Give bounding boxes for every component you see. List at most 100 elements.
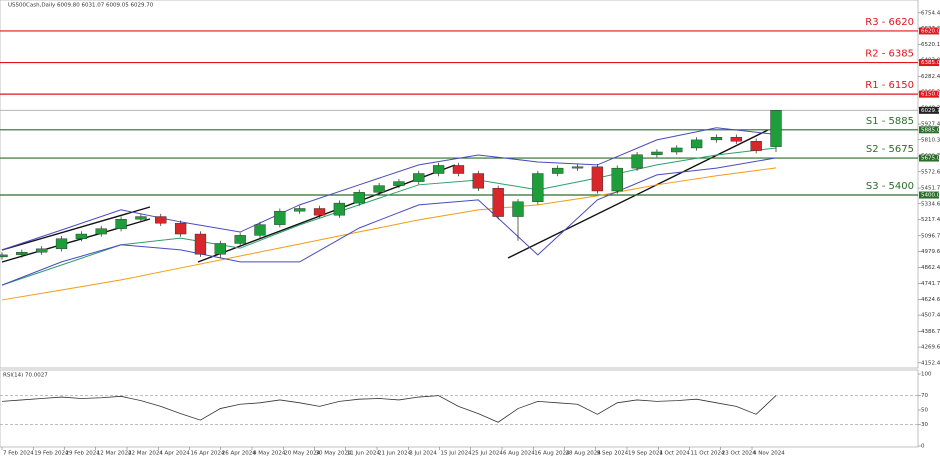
level-tag-box — [919, 27, 939, 35]
candle-body — [16, 251, 28, 256]
candle-body — [770, 110, 782, 147]
x-tick-label: 21 Jun 2024 — [378, 451, 412, 457]
indicator-line — [1, 167, 777, 301]
y-tick-label: 4507.45 — [921, 313, 940, 319]
price-panel — [0, 0, 919, 369]
y-tick-label: 4741.70 — [921, 281, 940, 287]
candle-body — [750, 141, 762, 151]
candle-body — [155, 216, 167, 224]
y-tick-label: 4624.60 — [921, 297, 940, 303]
level-tag: 6385.00 — [921, 60, 940, 66]
x-tick-label: 16 Apr 2024 — [191, 451, 226, 457]
y-tick-label: 5334.60 — [921, 201, 940, 207]
indicator-line — [1, 157, 777, 286]
candle-body — [492, 188, 504, 217]
y-tick-label: 5217.45 — [921, 217, 940, 223]
rsi-y-tick-label: 30 — [921, 422, 928, 428]
y-tick-label: 4269.60 — [921, 345, 940, 351]
level-tag: 5675.00 — [921, 156, 940, 162]
x-tick-label: 9 Sep 2024 — [597, 451, 629, 457]
last-price-tag: 6029.70 — [921, 108, 940, 114]
y-tick-label: 5927.45 — [921, 122, 940, 128]
trend-line — [1, 206, 151, 251]
candle-body — [135, 216, 147, 220]
x-tick-label: 11 Jun 2024 — [347, 451, 381, 457]
candle-body — [274, 210, 286, 225]
candle-body — [710, 136, 723, 141]
x-tick-label: 4 Apr 2024 — [159, 451, 190, 457]
y-tick-label: 4862.45 — [921, 265, 940, 271]
x-tick-label: 16 Aug 2024 — [534, 451, 570, 457]
y-tick-label: 5451.70 — [921, 186, 940, 192]
level-tag-box — [919, 126, 939, 134]
y-tick-label: 6282.45 — [921, 74, 940, 80]
level-label: S2 - 5675 — [866, 144, 914, 155]
x-tick-label: 3 Jul 2024 — [409, 451, 437, 457]
candle-body — [254, 224, 266, 236]
y-tick-label: 4979.60 — [921, 249, 940, 255]
candle-body — [611, 167, 623, 192]
level-label: S3 - 5400 — [866, 181, 914, 192]
candle-body — [631, 154, 643, 169]
x-tick-label: 6 Aug 2024 — [503, 451, 535, 457]
rsi-title: RSI(14) 70.0027 — [3, 373, 48, 379]
candle-body — [294, 208, 306, 212]
x-tick-label: 15 Jul 2024 — [441, 451, 473, 457]
x-tick-label: 30 May 2024 — [316, 451, 352, 457]
candle-body — [55, 238, 68, 250]
rsi-y-tick-label: 50 — [921, 408, 928, 414]
candle-body — [730, 136, 742, 142]
level-label: R3 - 6620 — [865, 17, 914, 28]
candle-body — [36, 248, 48, 253]
x-tick-label: 4 Nov 2024 — [753, 451, 785, 457]
candle-body — [472, 173, 484, 189]
y-tick-label: 5810.30 — [921, 137, 940, 143]
y-tick-label: 5096.70 — [921, 233, 940, 239]
rsi-y-tick-label: 0 — [921, 444, 925, 450]
y-tick-label: 6754.40 — [921, 10, 940, 16]
candle-body — [532, 173, 544, 202]
x-tick-label: 28 Aug 2024 — [566, 451, 602, 457]
candle-body — [452, 165, 465, 174]
level-label: R1 - 6150 — [865, 80, 914, 91]
rsi-y-tick-label: 70 — [921, 393, 928, 399]
candle-body — [651, 151, 663, 155]
x-tick-label: 23 Oct 2024 — [722, 451, 757, 457]
x-tick-label: 19 Feb 2024 — [34, 451, 69, 457]
y-tick-label: 4386.70 — [921, 329, 940, 335]
candle-body — [690, 139, 703, 149]
level-tag-box — [919, 59, 939, 67]
candle-body — [234, 235, 246, 244]
level-label: R2 - 6385 — [865, 49, 914, 60]
level-tag-box — [919, 90, 939, 98]
candle-body — [512, 201, 524, 217]
candle-body — [413, 173, 425, 182]
candle-body — [432, 165, 445, 174]
rsi-line — [1, 395, 777, 423]
x-tick-label: 1 Oct 2024 — [659, 451, 690, 457]
x-tick-label: 22 Mar 2024 — [128, 451, 163, 457]
candle-body — [115, 219, 127, 229]
y-tick-label: 5572.60 — [921, 169, 940, 175]
trend-line — [197, 164, 456, 263]
x-tick-label: 7 Feb 2024 — [3, 451, 34, 457]
candle-body — [373, 185, 385, 193]
x-tick-label: 20 May 2024 — [284, 451, 320, 457]
candle-body — [333, 202, 346, 216]
x-tick-label: 12 Mar 2024 — [97, 451, 132, 457]
y-tick-label: 6520.15 — [921, 42, 940, 48]
candle-body — [671, 147, 683, 153]
candle-body — [214, 243, 226, 255]
level-tag-box — [919, 191, 939, 199]
candle-body — [194, 233, 207, 255]
y-tick-label: 4152.45 — [921, 360, 940, 366]
x-tick-label: 11 Oct 2024 — [691, 451, 726, 457]
rsi-y-tick-label: 100 — [921, 372, 932, 378]
candle-body — [174, 223, 187, 235]
candle-body — [591, 166, 604, 192]
indicator-line — [1, 147, 777, 286]
candle-body — [313, 208, 326, 216]
x-tick-label: 19 Sep 2024 — [628, 451, 663, 457]
trend-line — [507, 129, 769, 259]
level-tag: 6620.00 — [921, 28, 940, 34]
